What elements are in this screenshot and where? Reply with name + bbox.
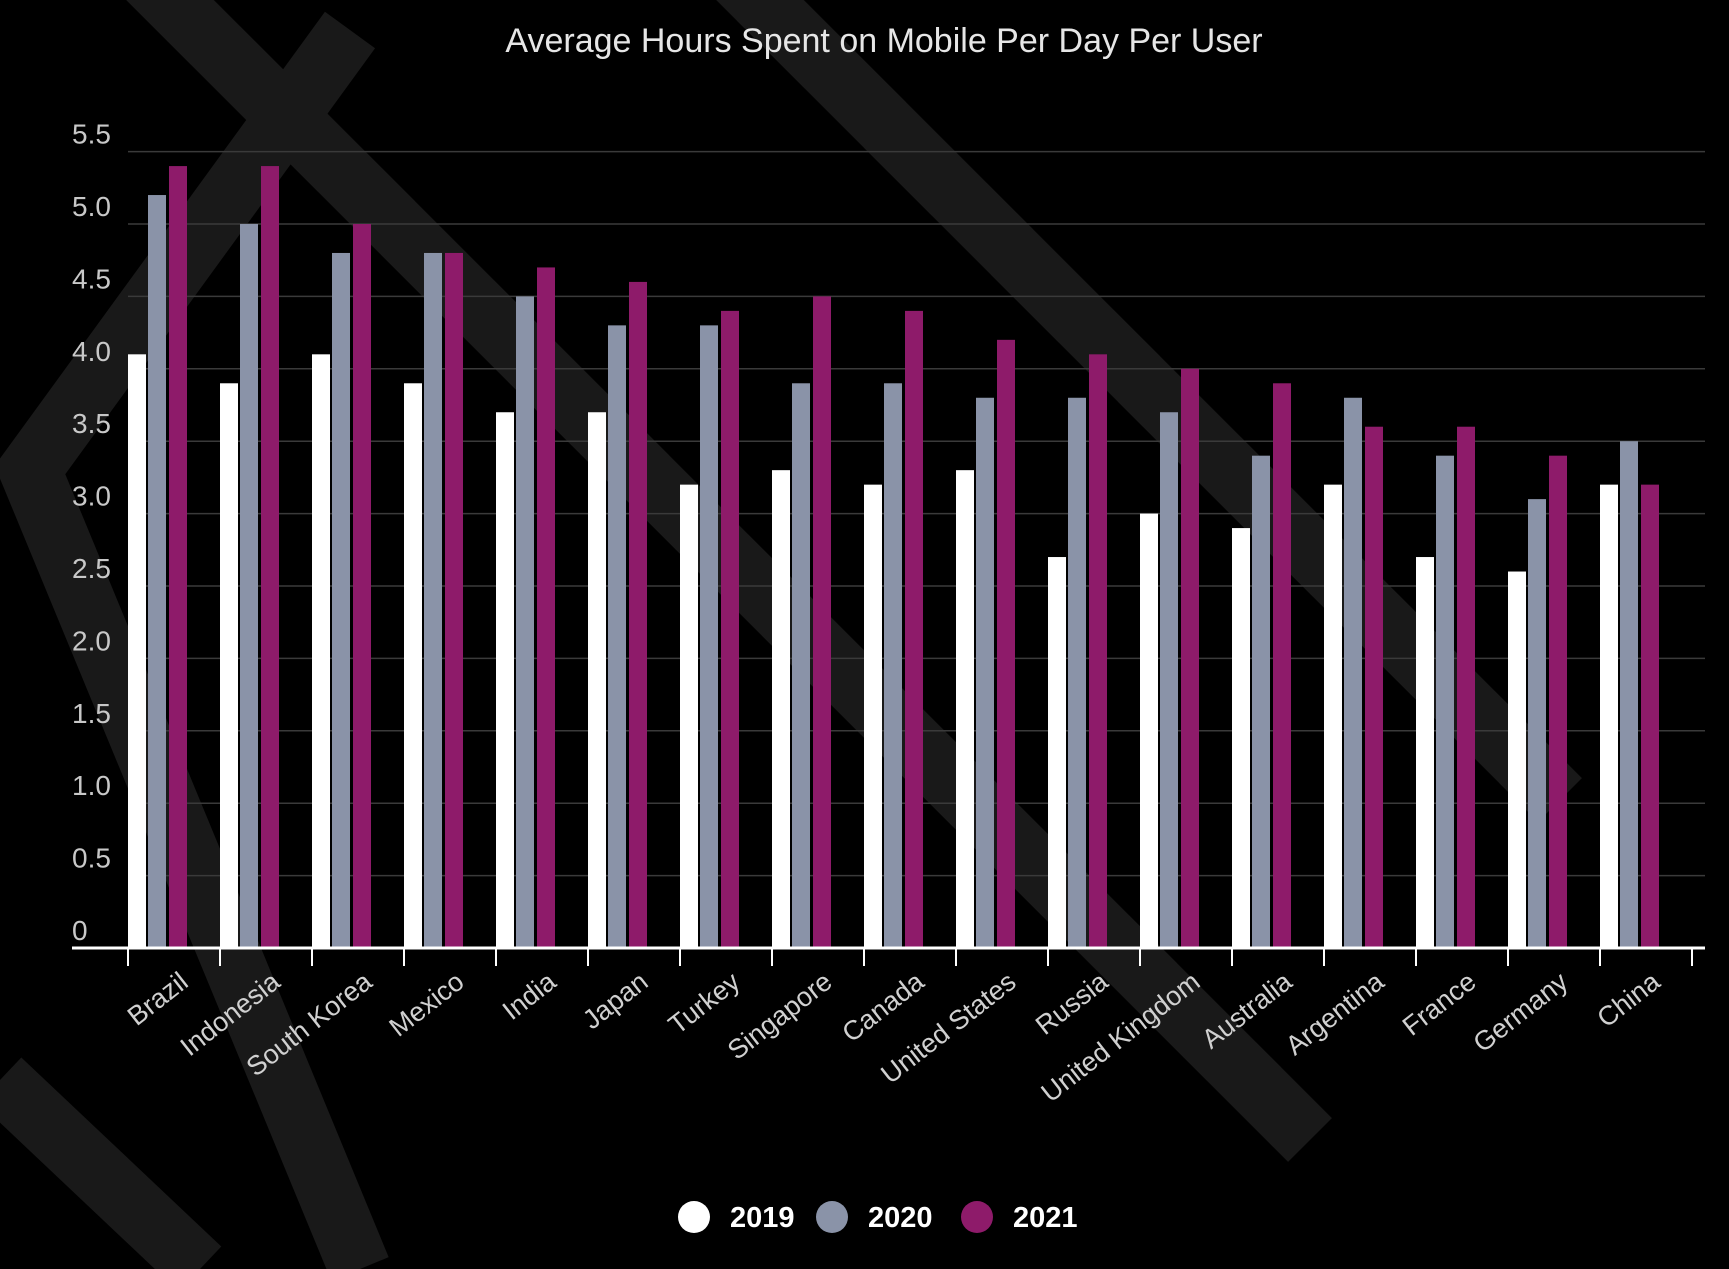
x-tick-label: France <box>1397 966 1482 1041</box>
bar-2019-argentina <box>1324 484 1342 948</box>
bar-2019-canada <box>864 484 882 948</box>
bar-2020-united-kingdom <box>1160 412 1178 948</box>
bar-2021-united-kingdom <box>1181 368 1199 948</box>
y-tick-label: 2.5 <box>72 553 111 584</box>
bar-2020-japan <box>608 325 626 948</box>
y-tick-label: 3.0 <box>72 481 111 512</box>
legend-swatch-2021 <box>961 1201 993 1233</box>
bar-2020-singapore <box>792 383 810 948</box>
bar-2021-argentina <box>1365 426 1383 949</box>
bar-2021-brazil <box>169 166 187 948</box>
bar-2021-china <box>1641 484 1659 948</box>
bar-2021-singapore <box>813 296 831 948</box>
bar-2019-china <box>1600 484 1618 948</box>
bar-2019-united-states <box>956 470 974 948</box>
legend-label-2019: 2019 <box>730 1202 795 1234</box>
bar-2020-china <box>1620 441 1638 948</box>
bar-2019-japan <box>588 412 606 948</box>
y-tick-label: 0.5 <box>72 843 111 874</box>
x-tick-label: Japan <box>577 966 653 1035</box>
bar-2021-japan <box>629 281 647 948</box>
bar-2019-brazil <box>128 354 146 948</box>
bar-2020-south-korea <box>332 252 350 948</box>
bar-2019-india <box>496 412 514 948</box>
bar-2019-germany <box>1508 571 1526 948</box>
bars <box>128 166 1659 949</box>
x-tick-label: Brazil <box>122 966 194 1031</box>
y-tick-label: 5.0 <box>72 191 111 222</box>
bar-2019-south-korea <box>312 354 330 948</box>
bar-2021-australia <box>1273 383 1291 948</box>
y-tick-label: 3.5 <box>72 408 111 439</box>
legend-label-2020: 2020 <box>868 1202 933 1234</box>
bar-2020-mexico <box>424 252 442 948</box>
bar-2019-indonesia <box>220 383 238 948</box>
bar-2021-france <box>1457 426 1475 949</box>
y-tick-label: 5.5 <box>72 119 111 150</box>
legend-swatch-2019 <box>678 1201 710 1233</box>
bar-2019-mexico <box>404 383 422 948</box>
bar-2020-indonesia <box>240 224 258 948</box>
bar-2019-russia <box>1048 557 1066 948</box>
x-tick-label: China <box>1591 966 1666 1034</box>
bar-2019-australia <box>1232 528 1250 948</box>
bar-2020-canada <box>884 383 902 948</box>
y-tick-label: 1.0 <box>72 770 111 801</box>
bar-2021-india <box>537 267 555 948</box>
legend-swatch-2020 <box>816 1201 848 1233</box>
x-tick-label: Russia <box>1030 966 1114 1041</box>
bar-2019-turkey <box>680 484 698 948</box>
chart-title: Average Hours Spent on Mobile Per Day Pe… <box>505 22 1262 60</box>
y-tick-label: 0 <box>72 915 88 946</box>
bar-2019-france <box>1416 557 1434 948</box>
bar-2021-germany <box>1549 455 1567 948</box>
bar-2020-australia <box>1252 455 1270 948</box>
y-tick-label: 1.5 <box>72 698 111 729</box>
bar-2020-germany <box>1528 499 1546 948</box>
bar-2019-united-kingdom <box>1140 513 1158 948</box>
x-tick-label: Mexico <box>384 966 470 1042</box>
bar-2020-turkey <box>700 325 718 948</box>
bar-2019-singapore <box>772 470 790 948</box>
bar-2021-turkey <box>721 310 739 948</box>
bar-2020-france <box>1436 455 1454 948</box>
bar-2021-canada <box>905 310 923 948</box>
x-tick-label: Turkey <box>663 966 746 1040</box>
x-tick-label: Germany <box>1468 966 1574 1058</box>
y-tick-label: 4.5 <box>72 263 111 294</box>
y-tick-label: 4.0 <box>72 336 111 367</box>
bar-2021-indonesia <box>261 166 279 948</box>
x-tick-label: India <box>497 966 562 1026</box>
bar-2020-united-states <box>976 397 994 948</box>
legend-label-2021: 2021 <box>1013 1202 1078 1234</box>
legend: 2019 2020 2021 <box>678 1201 1078 1234</box>
bar-2020-russia <box>1068 397 1086 948</box>
bar-2020-india <box>516 296 534 948</box>
y-tick-label: 2.0 <box>72 625 111 656</box>
bar-2021-russia <box>1089 354 1107 948</box>
bar-2021-united-states <box>997 339 1015 949</box>
bar-2021-south-korea <box>353 224 371 948</box>
bar-2021-mexico <box>445 252 463 948</box>
y-axis-ticks: 0 0.5 1.0 1.5 2.0 2.5 3.0 3.5 4.0 4.5 5.0 5.5 <box>72 119 111 946</box>
bar-2020-argentina <box>1344 397 1362 948</box>
x-tick-label: Argentina <box>1280 966 1390 1061</box>
bar-2020-brazil <box>148 195 166 949</box>
x-tick-label: Singapore <box>722 966 837 1065</box>
